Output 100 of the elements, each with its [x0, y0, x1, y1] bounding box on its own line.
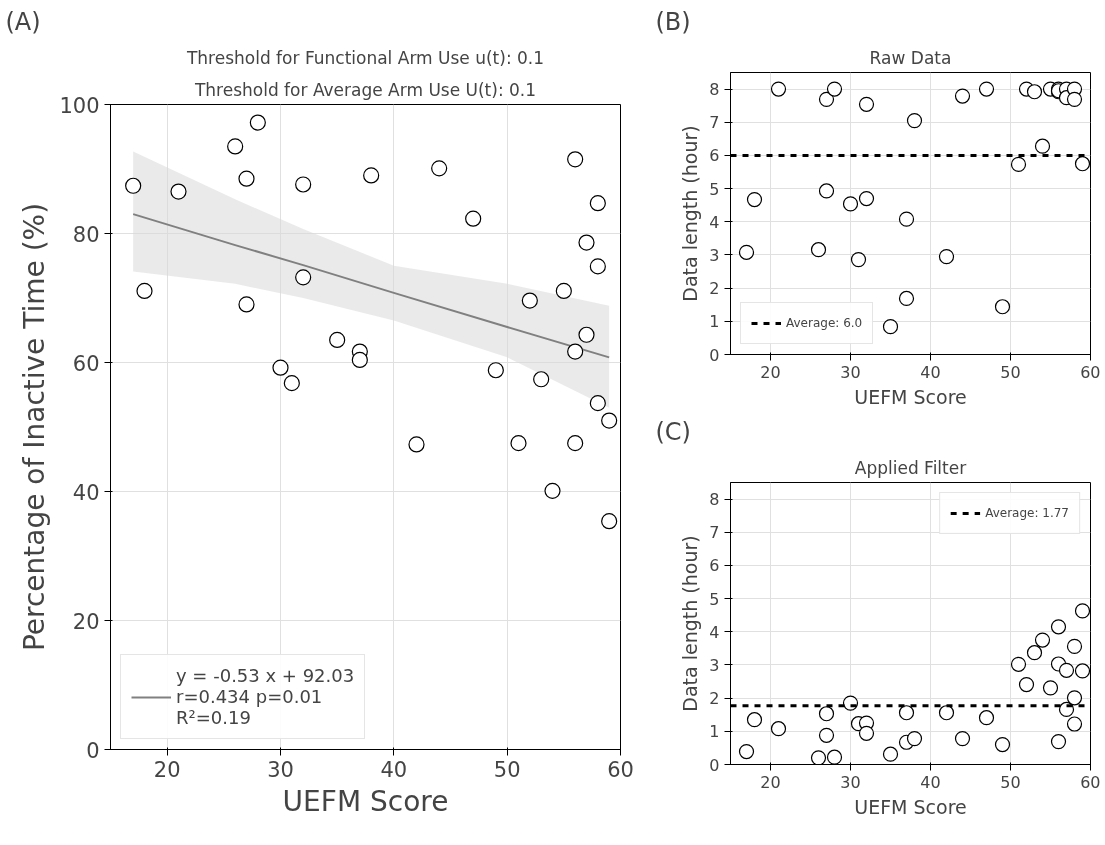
point [898, 705, 915, 721]
y-axis-title: Data length (hour) [679, 535, 702, 712]
point [818, 183, 835, 199]
x-tick-label: 30 [840, 772, 861, 792]
point [954, 731, 971, 747]
point [1018, 676, 1035, 693]
point [1050, 619, 1067, 635]
x-tick-label: 40 [380, 757, 408, 782]
point [1066, 716, 1083, 732]
y-tick-label: 1 [709, 722, 720, 742]
chart-subtitle: Threshold for Average Arm Use U(t): 0.1 [193, 79, 537, 100]
point [994, 737, 1011, 753]
point [1074, 603, 1091, 619]
x-axis-title: UEFM Score [282, 784, 449, 818]
point [882, 746, 899, 762]
point [906, 113, 923, 129]
chart-title: Threshold for Functional Arm Use u(t): 0.1 [185, 47, 545, 68]
point [746, 191, 763, 208]
legend-label: y = -0.53 x + 92.03 r=0.434 p=0.01 R²=0.19 [176, 665, 355, 728]
point [567, 343, 584, 360]
x-tick-label: 40 [920, 772, 941, 792]
point [738, 244, 755, 260]
y-tick-label: 5 [709, 589, 720, 609]
point [978, 81, 995, 97]
point [858, 190, 875, 207]
point [938, 705, 955, 721]
point [906, 731, 923, 747]
point [1034, 632, 1051, 648]
y-tick-label: 0 [709, 755, 720, 775]
point [1066, 690, 1083, 706]
line-series [132, 213, 611, 359]
x-tick-label: 40 [920, 362, 941, 382]
y-tick-label: 2 [709, 689, 720, 709]
point [850, 252, 867, 268]
x-tick-label: 60 [1080, 772, 1101, 792]
point [1010, 656, 1027, 672]
y-tick-label: 20 [72, 609, 100, 634]
text: (B) [655, 7, 691, 36]
x-tick-label: 50 [493, 757, 521, 782]
y-axis-title: Data length (hour) [679, 125, 702, 302]
y-tick-label: 3 [709, 655, 720, 675]
point [351, 351, 368, 369]
x-tick-label: 20 [760, 362, 781, 382]
point [818, 706, 835, 722]
y-tick-label: 8 [709, 490, 720, 510]
point [1066, 638, 1083, 654]
point [1042, 680, 1059, 696]
point [295, 269, 312, 286]
point [770, 721, 787, 737]
x-tick-label: 60 [607, 757, 634, 782]
y-axis-title: Percentage of Inactive Time (%) [18, 202, 52, 652]
point [1066, 91, 1083, 107]
x-tick-label: 50 [1000, 362, 1021, 382]
y-tick-label: 0 [86, 738, 100, 763]
x-axis-title: UEFM Score [854, 385, 967, 408]
chart-title: Applied Filter [854, 457, 967, 478]
point [882, 319, 899, 335]
y-tick-label: 3 [709, 245, 720, 265]
point [1010, 156, 1027, 172]
point [826, 749, 843, 765]
x-tick-label: 20 [153, 757, 181, 782]
y-tick-label: 5 [709, 179, 720, 199]
point [842, 196, 859, 212]
point [1026, 645, 1043, 661]
y-tick-label: 40 [72, 480, 100, 505]
x-axis-title: UEFM Score [854, 795, 967, 818]
y-tick-label: 100 [59, 93, 100, 118]
point [954, 88, 971, 104]
text: (A) [5, 7, 41, 36]
legend-label: Average: 6.0 [786, 316, 863, 330]
y-tick-label: 8 [709, 80, 720, 100]
point [858, 725, 875, 741]
point [1026, 84, 1043, 100]
point [1074, 663, 1091, 679]
x-tick-label: 30 [840, 362, 861, 382]
point [521, 292, 538, 309]
point [826, 81, 843, 97]
y-tick-label: 0 [709, 345, 720, 365]
y-tick-label: 80 [72, 222, 100, 247]
text: (C) [655, 417, 691, 446]
point [170, 183, 187, 200]
point [1034, 138, 1051, 154]
point [272, 359, 289, 376]
legend-label: Average: 1.77 [985, 506, 1069, 520]
y-tick-label: 4 [709, 622, 720, 642]
y-tick-label: 7 [709, 113, 720, 133]
x-tick-label: 30 [267, 757, 294, 782]
y-tick-label: 6 [709, 146, 720, 166]
point [810, 750, 827, 765]
point [1050, 734, 1067, 750]
point [738, 743, 755, 760]
point [994, 299, 1011, 315]
point [810, 242, 827, 258]
x-tick-label: 60 [1080, 362, 1101, 382]
point [938, 249, 955, 265]
point [818, 91, 835, 107]
point [1058, 662, 1075, 678]
y-tick-label: 4 [709, 212, 720, 232]
chart-title: Raw Data [869, 47, 952, 68]
x-tick-label: 20 [760, 772, 781, 792]
